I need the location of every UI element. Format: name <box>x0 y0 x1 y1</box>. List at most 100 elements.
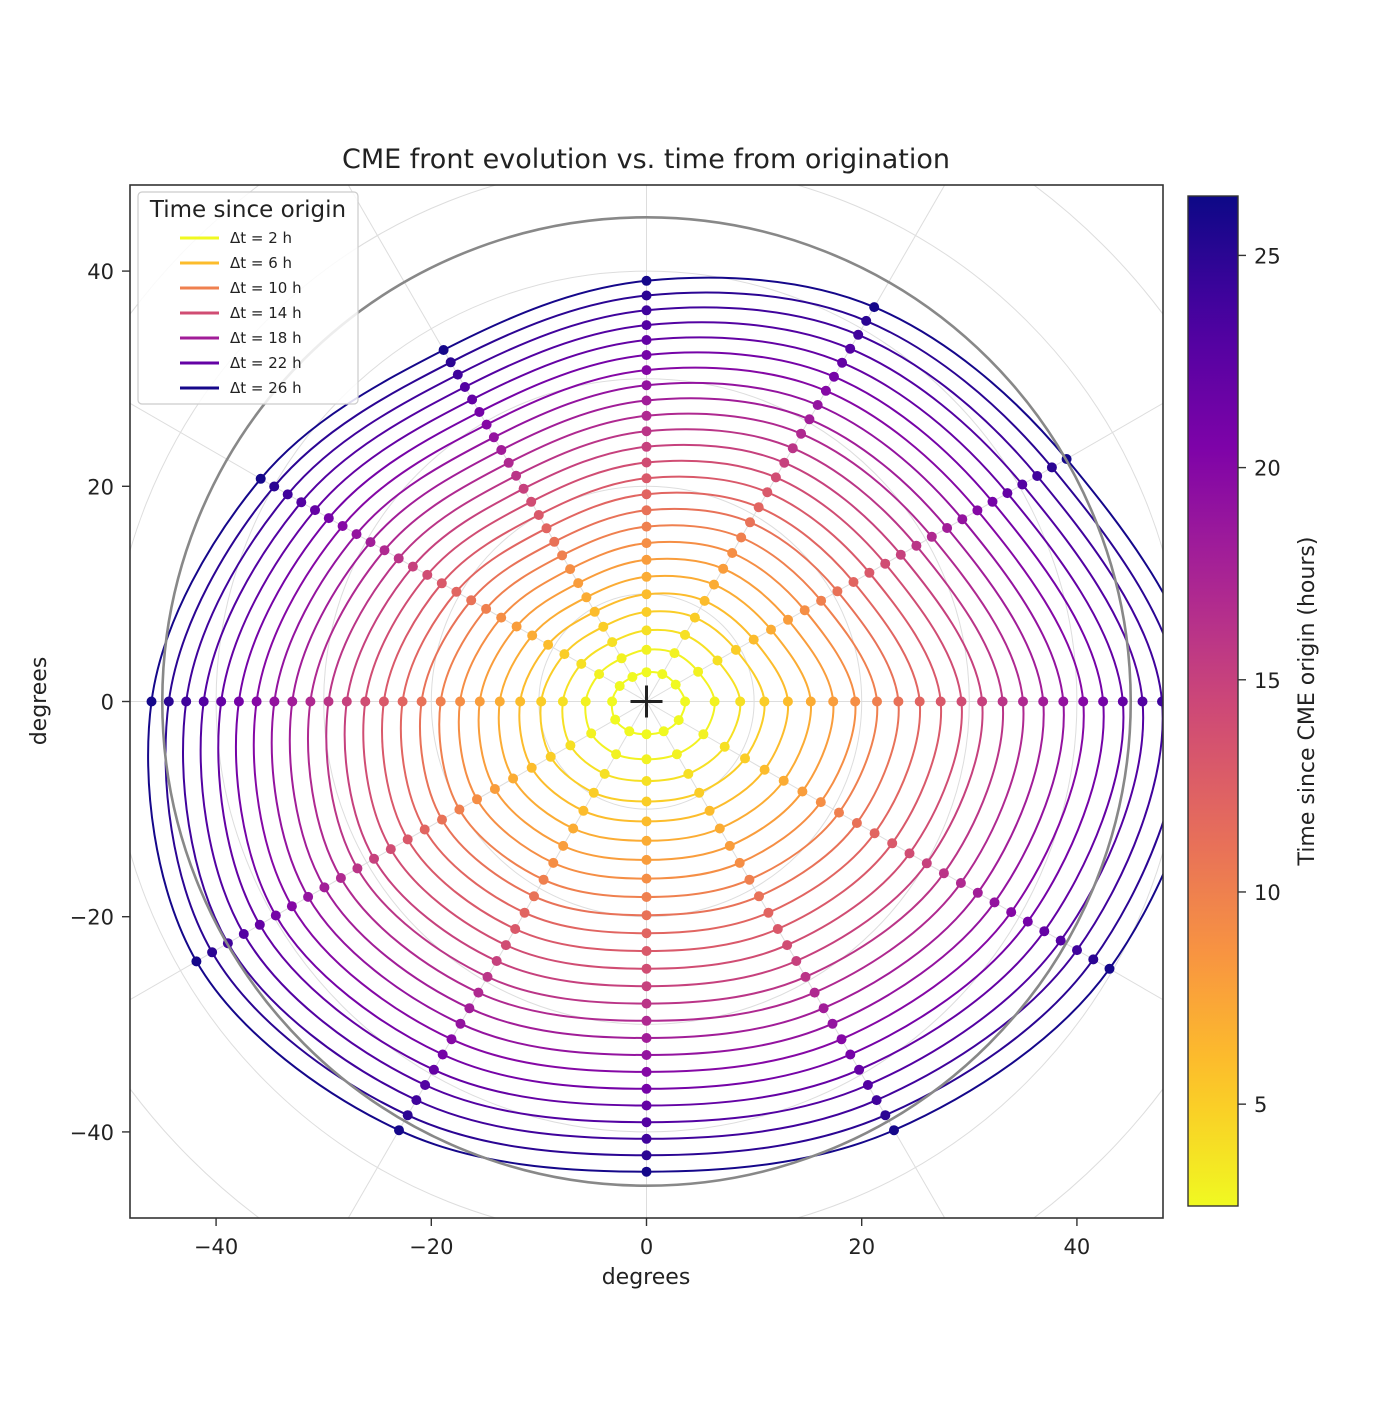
front-point <box>869 828 880 839</box>
front-point <box>435 696 446 707</box>
front-line <box>518 592 790 823</box>
front-point <box>576 658 587 669</box>
x-axis-ticks: −40 −20 0 20 40 <box>194 1218 1090 1259</box>
front-t14 <box>360 457 967 974</box>
legend-entries: Δt = 2 h Δt = 6 h Δt = 10 h Δt = 14 h Δt = 1… <box>180 229 302 397</box>
front-point <box>436 578 447 589</box>
front-point <box>207 947 218 958</box>
front-t3 <box>580 644 720 765</box>
front-point <box>641 380 652 391</box>
front-point <box>779 457 790 468</box>
legend: Time since origin Δt = 2 h Δt = 6 h Δt = 1… <box>137 191 359 405</box>
front-point <box>848 577 859 587</box>
front-point <box>341 696 352 707</box>
front-point <box>816 595 827 606</box>
legend-box <box>137 191 359 405</box>
y-axis-label: degrees <box>27 657 52 746</box>
front-point <box>641 963 652 974</box>
front-point <box>641 505 652 516</box>
front-point <box>641 998 652 1009</box>
front-point <box>581 592 592 603</box>
legend-entry-label: Δt = 2 h <box>230 229 292 247</box>
front-point <box>511 621 522 632</box>
front-point <box>515 696 526 707</box>
front-point <box>782 940 793 951</box>
legend-entry-label: Δt = 6 h <box>230 254 292 272</box>
origin-marker <box>630 685 663 718</box>
front-t19 <box>269 380 1069 1060</box>
front-point <box>887 838 898 849</box>
front-point <box>503 457 514 468</box>
front-point <box>510 924 521 934</box>
front-point <box>557 550 568 561</box>
front-point <box>588 787 599 798</box>
front-point <box>809 987 820 998</box>
front-point <box>694 787 705 798</box>
front-t11 <box>416 505 904 921</box>
front-point <box>527 630 538 641</box>
front-point <box>641 667 652 678</box>
front-point <box>238 929 249 939</box>
front-point <box>573 578 584 589</box>
front-point <box>437 814 447 825</box>
front-point <box>864 567 875 578</box>
y-tick-label: −20 <box>70 906 114 930</box>
front-point <box>987 496 998 507</box>
front-point <box>972 505 983 516</box>
front-point <box>827 1018 838 1029</box>
front-point <box>580 696 591 707</box>
front-point <box>310 505 320 516</box>
front-point <box>1055 935 1066 946</box>
front-point <box>360 696 371 707</box>
front-point <box>818 1003 829 1014</box>
front-point <box>921 858 932 869</box>
front-point <box>494 696 505 707</box>
front-t7 <box>494 571 816 846</box>
front-point <box>1137 696 1148 707</box>
front-point <box>989 897 1000 908</box>
front-point <box>766 624 776 635</box>
front-point <box>437 1049 448 1060</box>
front-point <box>641 571 652 582</box>
front-point <box>862 1080 873 1090</box>
front-point <box>671 749 682 760</box>
front-point <box>394 1125 404 1136</box>
front-point <box>850 696 861 707</box>
front-point <box>1078 696 1089 707</box>
colorbar-tick-label: 20 <box>1254 457 1281 481</box>
front-point <box>466 595 477 606</box>
front-line <box>362 459 963 970</box>
front-point <box>641 350 652 360</box>
front-point <box>589 606 600 617</box>
front-point <box>804 414 815 425</box>
front-point <box>641 538 652 549</box>
front-point <box>641 776 652 786</box>
colorbar-ticks: 5 10 15 20 25 <box>1238 244 1281 1117</box>
front-point <box>641 521 652 532</box>
front-point <box>641 1166 652 1177</box>
front-point <box>744 874 755 885</box>
front-point <box>853 329 864 340</box>
front-t5 <box>536 607 770 807</box>
front-point <box>641 796 652 807</box>
front-point <box>641 589 652 600</box>
front-point <box>464 1003 475 1014</box>
front-point <box>641 489 652 500</box>
front-point <box>956 696 967 707</box>
front-point <box>799 605 810 616</box>
front-point <box>783 614 793 625</box>
front-point <box>548 857 559 868</box>
front-point <box>536 696 547 707</box>
front-point <box>893 696 904 707</box>
front-point <box>627 672 638 682</box>
grid-spoke <box>646 701 1163 1001</box>
front-point <box>1022 916 1033 927</box>
front-point <box>791 956 802 966</box>
front-point <box>641 554 652 565</box>
front-point <box>459 382 470 392</box>
front-point <box>1157 696 1163 707</box>
front-point <box>282 489 293 500</box>
front-point <box>533 510 544 520</box>
x-axis-label: degrees <box>602 1265 691 1290</box>
